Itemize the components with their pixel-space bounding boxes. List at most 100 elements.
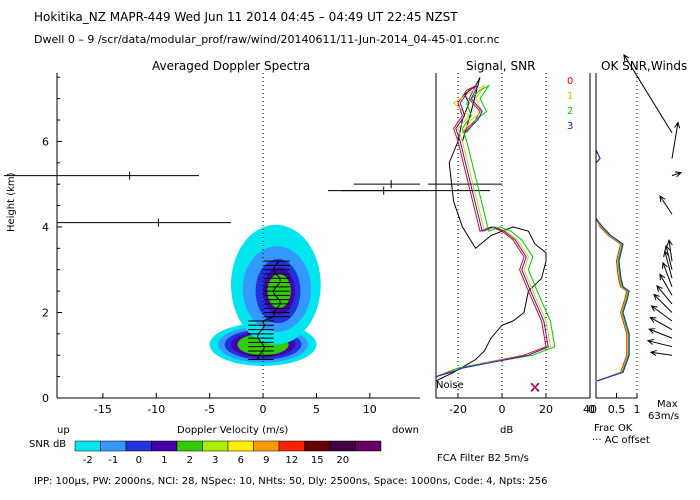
wind-vector [671,122,679,159]
wind-vector [665,245,673,270]
winds-left-tick-label: 0 [588,403,595,416]
colorbar-tick-label: 0 [136,455,142,466]
max-label: Max [657,399,678,410]
colorbar-tick-label: 2 [187,455,193,466]
x-tick-label: 5 [313,403,320,416]
wind-vector [659,195,673,215]
mean-velocity-trace [256,260,282,360]
legend-1: 1 [567,91,574,102]
x-tick-label: -10 [147,403,165,416]
y-tick-label: 2 [42,306,49,319]
footer-params: IPP: 100μs, PW: 2000ns, NCI: 28, NSpec: … [34,476,548,487]
wind-vector-head [656,285,663,292]
site-title: Hokitika_NZ MAPR-449 Wed Jun 11 2014 04:… [34,10,458,24]
colorbar-tick-label: 15 [311,455,324,466]
colorbar-tick-label: 3 [212,455,218,466]
colorbar-swatch [125,440,152,452]
wind-vector-head [674,121,681,129]
colorbar-tick-label: 1 [161,455,167,466]
x-tick-label: 10 [363,403,377,416]
wind-vector-head [646,338,654,345]
colorbar-swatch [329,440,356,452]
signal-x-tick-label: 0 [499,403,506,416]
legend-0: 0 [567,76,574,87]
signal-panel: -20 0 20 40 [435,73,597,416]
colorbar-swatch [100,440,127,452]
colorbar-tick-label: -1 [108,455,118,466]
wind-vector [649,328,673,339]
wind-vector-head [650,305,658,312]
wind-vector [664,251,673,279]
colorbar-tick-label: 9 [263,455,269,466]
wind-vector-head [649,317,657,323]
series-snr-3 [435,84,549,378]
spectra-title: Averaged Doppler Spectra [152,59,311,73]
x-tick-label: 0 [260,403,267,416]
x-tick-label: -5 [204,403,215,416]
wind-vector [651,305,673,322]
wind-vector [623,54,673,134]
wind-vector-head [623,53,630,61]
wind-vector-head [648,328,656,334]
spectra-panel: 0 2 4 6 -15 -10 -5 0 5 10 [4,73,502,416]
ac-offset-label: ··· AC offset [592,435,650,446]
wind-vector-head [661,261,668,269]
wind-vector [656,285,673,305]
colorbar-label: SNR dB [29,439,67,450]
y-tick-label: 0 [42,392,49,405]
legend-3: 3 [567,121,574,132]
wind-vector-head [659,273,666,281]
colorbar-swatch [74,440,101,452]
series-frac-ok-1 [595,73,629,382]
colorbar-swatch [278,440,305,452]
colorbar-swatch [202,440,229,452]
colorbar-swatch [253,440,280,452]
winds-panel: 0 0.5 1 [588,53,683,416]
colorbar: -2 -1 0 1 2 3 6 9 12 15 20 [74,440,382,466]
wind-vector-head [653,293,660,301]
noise-marker-red [531,383,539,392]
series-snr-2 [435,84,556,378]
down-label: down [392,425,419,436]
file-path: Dwell 0 – 9 /scr/data/modular_prof/raw/w… [34,33,500,46]
colorbar-swatch [304,440,331,452]
wind-vector [647,340,673,348]
signal-x-tick-label: 40 [583,403,597,416]
winds-x-tick-label: 0.5 [608,403,626,416]
legend-2: 2 [567,106,574,117]
colorbar-swatch [355,440,382,452]
wind-vector-head [666,239,673,247]
colorbar-tick-label: 6 [238,455,244,466]
x-tick-label: -15 [94,403,112,416]
series-snr-1 [435,84,551,378]
wind-vector [650,351,673,356]
colorbar-tick-label: 12 [285,455,298,466]
series-snr-0 [435,84,547,378]
max-speed-value: 63m/s [648,411,680,422]
wind-vector [650,317,673,331]
colorbar-swatch [151,440,178,452]
wind-vector [662,262,673,287]
wind-vector-head [649,349,657,356]
x-axis-label: Doppler Velocity (m/s) [177,425,289,436]
wind-vector-head [664,244,671,252]
frac-ok-label: Frac OK [594,423,633,434]
up-label: up [57,425,70,436]
signal-xlabel: dB [500,425,514,436]
noise-label: Noise [436,380,464,391]
wind-vector-head [659,195,666,203]
y-tick-label: 6 [42,135,49,148]
signal-x-tick-label: 20 [539,403,553,416]
signal-title: Signal, SNR [466,59,536,73]
wind-vector [671,172,682,177]
signal-x-tick-label: -20 [449,403,467,416]
filter-label: FCA Filter B2 5m/s [437,453,529,464]
winds-x-tick-label: 1 [634,403,641,416]
series-frac-ok-3 [595,73,630,382]
wind-vector-head [674,171,683,178]
wind-vector [659,274,673,296]
wind-vector [668,240,673,262]
winds-title: OK SNR,Winds [601,59,688,73]
wind-vector [653,294,673,313]
